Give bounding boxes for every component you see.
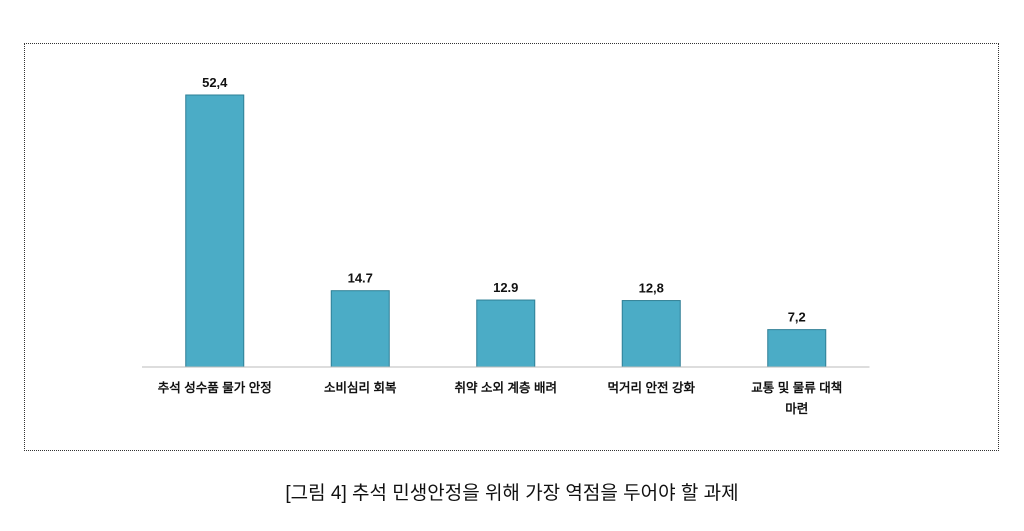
- bar: [185, 94, 245, 368]
- bar: [476, 299, 536, 368]
- category-label: 추석 성수품 물가 안정: [158, 380, 272, 395]
- category-label: 교통 및 물류 대책 마련: [751, 380, 842, 416]
- bar: [767, 329, 827, 368]
- figure-caption: [그림 4] 추석 민생안정을 위해 가장 역점을 두어야 할 과제: [285, 483, 739, 504]
- bar: [330, 290, 390, 368]
- data-label: 7,2: [788, 310, 806, 325]
- data-label: 52,4: [202, 75, 228, 90]
- data-label: 14.7: [348, 271, 373, 286]
- chart-frame: [24, 43, 999, 451]
- category-label: 취약 소외 계층 배려: [455, 380, 557, 395]
- category-label: 먹거리 안전 강화: [608, 380, 696, 395]
- data-label: 12.9: [493, 280, 518, 295]
- category-label: 소비심리 회복: [324, 380, 397, 395]
- bar: [621, 300, 681, 368]
- data-label: 12,8: [639, 281, 664, 296]
